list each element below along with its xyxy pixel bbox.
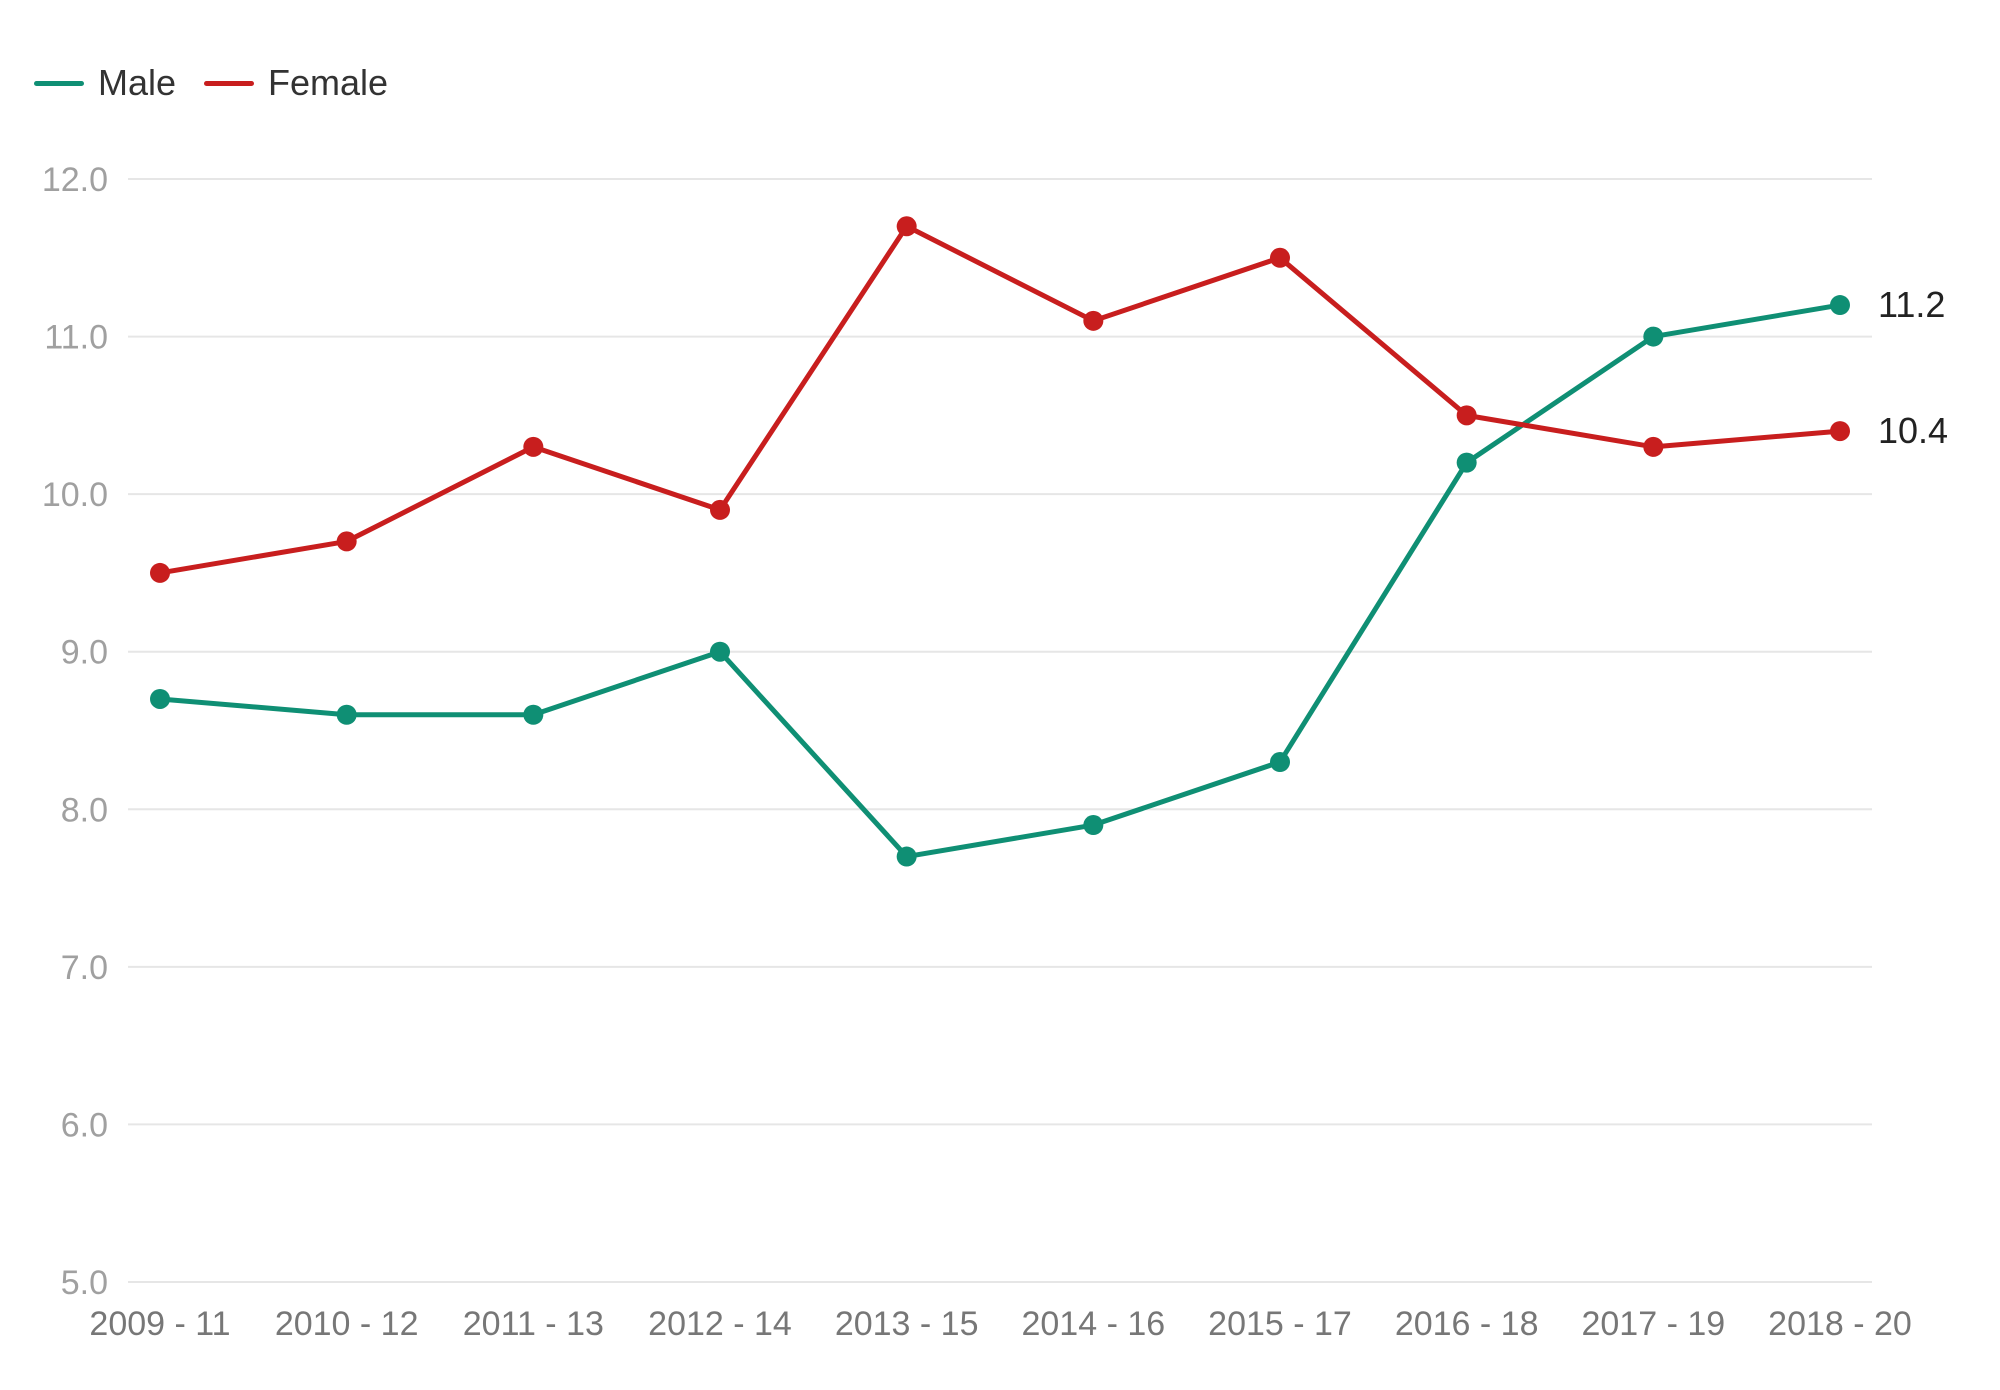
data-point-female[interactable]: [150, 562, 170, 583]
legend-item-female: Female: [204, 62, 388, 104]
data-point-female[interactable]: [1270, 247, 1290, 268]
data-point-male[interactable]: [710, 641, 730, 662]
legend-label-male: Male: [98, 62, 177, 103]
end-label-male: 11.2: [1878, 284, 1945, 325]
legend-swatch-male: [34, 80, 84, 86]
data-point-male[interactable]: [150, 688, 170, 709]
y-tick-label: 8.0: [61, 791, 108, 829]
x-tick-label: 2018 - 20: [1768, 1305, 1912, 1343]
data-point-female[interactable]: [1456, 405, 1477, 426]
x-tick-label: 2011 - 13: [463, 1305, 604, 1343]
y-tick-label: 12.0: [42, 161, 108, 199]
x-tick-label: 2012 - 14: [648, 1305, 792, 1343]
legend-item-male: Male: [34, 62, 176, 104]
data-point-female[interactable]: [336, 531, 357, 552]
x-tick-label: 2014 - 16: [1021, 1305, 1165, 1343]
y-tick-label: 9.0: [61, 634, 108, 672]
y-tick-label: 10.0: [42, 476, 108, 514]
data-point-female[interactable]: [896, 216, 917, 237]
y-tick-label: 7.0: [61, 949, 108, 987]
end-label-female: 10.4: [1878, 410, 1948, 451]
data-point-male[interactable]: [1830, 295, 1850, 316]
data-point-male[interactable]: [523, 704, 544, 725]
data-point-female[interactable]: [710, 499, 730, 520]
series-male: 11.2: [150, 284, 1945, 867]
x-tick-label: 2009 - 11: [89, 1305, 230, 1343]
x-tick-label: 2015 - 17: [1208, 1305, 1352, 1343]
x-tick-label: 2010 - 12: [275, 1305, 419, 1343]
data-point-male[interactable]: [1643, 326, 1664, 347]
y-tick-label: 5.0: [61, 1264, 108, 1302]
data-point-male[interactable]: [896, 846, 917, 867]
data-point-female[interactable]: [1643, 436, 1664, 457]
data-point-male[interactable]: [336, 704, 357, 725]
y-tick-label: 11.0: [44, 319, 108, 357]
x-tick-label: 2017 - 19: [1581, 1305, 1725, 1343]
y-tick-label: 6.0: [61, 1106, 108, 1144]
gridlines: [128, 178, 1872, 1283]
data-point-male[interactable]: [1083, 815, 1104, 836]
data-point-male[interactable]: [1456, 452, 1477, 473]
series-line-female: [157, 223, 1843, 576]
y-axis-ticks: 5.0 6.0 7.0 8.0 9.0 10.0 11.0 12.0: [42, 161, 108, 1302]
x-axis-ticks: 2009 - 11 2010 - 12 2011 - 13 2012 - 14 2013…: [89, 1305, 1911, 1343]
series-female: 10.4: [150, 216, 1948, 583]
data-point-female[interactable]: [1830, 421, 1850, 442]
series-line-male: [157, 302, 1843, 860]
legend-swatch-female: [204, 80, 255, 86]
data-point-male[interactable]: [1270, 752, 1290, 773]
data-point-female[interactable]: [1083, 310, 1104, 331]
x-tick-label: 2013 - 15: [835, 1305, 979, 1343]
data-point-female[interactable]: [523, 436, 544, 457]
x-tick-label: 2016 - 18: [1395, 1305, 1539, 1343]
legend: Male Female: [34, 62, 416, 104]
legend-label-female: Female: [268, 62, 389, 103]
